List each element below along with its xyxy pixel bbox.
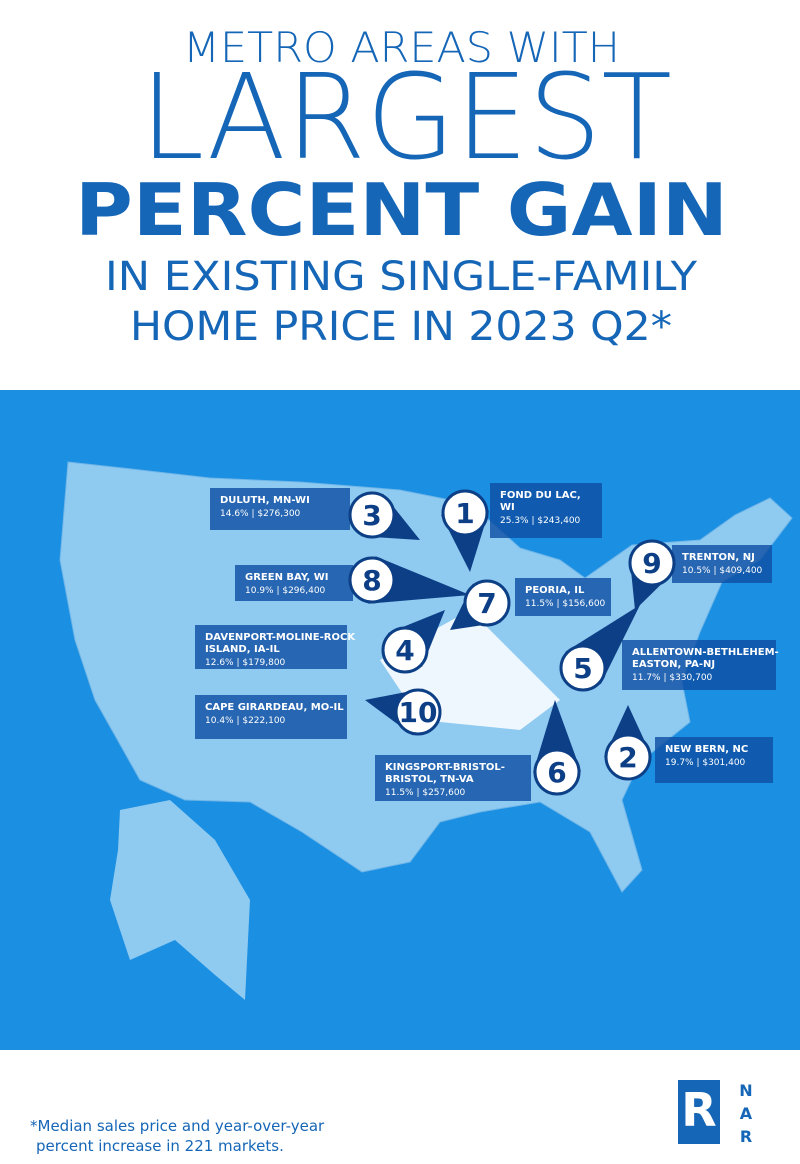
metro-name: NEW BERN, NC — [665, 744, 748, 755]
rank: 4 — [395, 634, 414, 667]
rank: 3 — [362, 499, 381, 532]
label-box — [235, 565, 353, 601]
rank: 1 — [455, 497, 474, 530]
label-box — [195, 625, 347, 669]
pin — [628, 539, 676, 587]
pin — [559, 644, 607, 692]
metro-name: WI — [500, 502, 515, 513]
logo-letter: R — [740, 1127, 752, 1146]
footer — [0, 1050, 800, 1164]
pin — [463, 579, 511, 627]
header-line: PERCENT GAIN — [75, 168, 728, 252]
marker: 7 PEORIA, IL 11.5% | $156,600 — [450, 578, 611, 630]
pin — [394, 688, 442, 736]
metro-stats: 12.6% | $179,800 — [205, 658, 286, 668]
metro-stats: 25.3% | $243,400 — [500, 516, 581, 526]
label-box — [672, 545, 772, 583]
marker: 3 DULUTH, MN-WI 14.6% | $276,300 — [210, 488, 420, 540]
metro-name: TRENTON, NJ — [682, 552, 755, 563]
logo-letter: N — [739, 1081, 752, 1100]
rank: 8 — [362, 564, 381, 597]
markers: 3 DULUTH, MN-WI 14.6% | $276,300 1 FOND DU L… — [195, 483, 779, 801]
rank: 10 — [399, 696, 438, 729]
marker: 8 GREEN BAY, WI 10.9% | $296,400 — [235, 556, 470, 604]
metro-stats: 11.7% | $330,700 — [632, 673, 713, 683]
logo-mark: R — [681, 1083, 716, 1137]
pin-tail — [368, 556, 470, 604]
marker: 9 TRENTON, NJ 10.5% | $409,400 — [628, 539, 772, 610]
header-line: LARGEST — [140, 48, 672, 186]
metro-stats: 11.5% | $156,600 — [525, 599, 606, 609]
label-box — [515, 578, 611, 616]
marker: 2 NEW BERN, NC 19.7% | $301,400 — [604, 705, 773, 783]
pin — [441, 489, 489, 537]
label-box — [195, 695, 347, 739]
marker: 6 KINGSPORT-BRISTOL-BRISTOL, TN-VA 11.5% |… — [375, 700, 581, 801]
metro-stats: 10.9% | $296,400 — [245, 586, 326, 596]
label-box — [655, 737, 773, 783]
logo-letter: A — [740, 1104, 753, 1123]
metro-name: EASTON, PA-NJ — [632, 659, 715, 670]
footnote: percent increase in 221 markets. — [36, 1137, 284, 1155]
metro-stats: 10.4% | $222,100 — [205, 716, 286, 726]
pin — [381, 626, 429, 674]
marker: 10 CAPE GIRARDEAU, MO-IL 10.4% | $222,100 — [195, 688, 442, 739]
rank: 6 — [547, 756, 566, 789]
metro-name: CAPE GIRARDEAU, MO-IL — [205, 702, 344, 713]
metro-name: ISLAND, IA-IL — [205, 644, 280, 655]
header-line: IN EXISTING SINGLE-FAMILY — [105, 254, 698, 300]
rank: 2 — [618, 741, 637, 774]
label-box — [490, 483, 602, 538]
metro-name: FOND DU LAC, — [500, 490, 581, 501]
metro-name: PEORIA, IL — [525, 585, 585, 596]
metro-stats: 14.6% | $276,300 — [220, 509, 301, 519]
marker: 1 FOND DU LAC,WI 25.3% | $243,400 — [441, 483, 602, 572]
rank: 9 — [642, 547, 661, 580]
metro-name: KINGSPORT-BRISTOL- — [385, 762, 505, 773]
metro-name: DULUTH, MN-WI — [220, 495, 310, 506]
footnote: *Median sales price and year-over-year — [30, 1117, 325, 1135]
metro-stats: 11.5% | $257,600 — [385, 788, 466, 798]
rank: 7 — [477, 587, 496, 620]
alaska — [110, 800, 250, 1000]
header-line: HOME PRICE IN 2023 Q2* — [130, 304, 672, 350]
rank: 5 — [573, 652, 592, 685]
label-box — [210, 488, 350, 530]
pin — [533, 748, 581, 796]
header-line: METRO AREAS WITH — [183, 23, 620, 72]
metro-name: GREEN BAY, WI — [245, 572, 328, 583]
marker: 5 ALLENTOWN-BETHLEHEM-EASTON, PA-NJ 11.7% … — [559, 605, 779, 692]
metro-stats: 19.7% | $301,400 — [665, 758, 746, 768]
pin — [604, 733, 652, 781]
pin — [348, 491, 396, 539]
pin — [348, 556, 396, 604]
metro-name: ALLENTOWN-BETHLEHEM- — [632, 647, 779, 658]
header: METRO AREAS WITH LARGEST PERCENT GAIN IN… — [75, 23, 728, 350]
metro-name: DAVENPORT-MOLINE-ROCK — [205, 632, 356, 643]
logo-box — [678, 1080, 720, 1144]
label-box — [375, 755, 531, 801]
label-box — [622, 640, 776, 690]
metro-stats: 10.5% | $409,400 — [682, 566, 763, 576]
metro-name: BRISTOL, TN-VA — [385, 774, 474, 785]
